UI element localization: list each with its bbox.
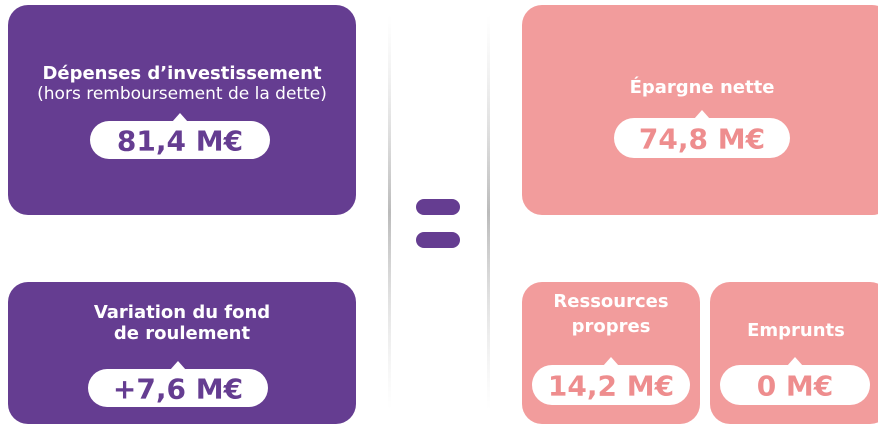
investment-subtitle: (hors remboursement de la dette) [37,84,327,104]
net-savings-title: Épargne nette [630,76,775,98]
net-savings-box [522,5,878,215]
equals-bar [416,232,460,248]
own-resources-title: propres [572,316,651,337]
working-capital-amount: +7,6 M€ [113,373,243,406]
investment-box [8,5,356,215]
own-resources-amount: 14,2 M€ [548,370,674,403]
equals-bar [416,199,460,215]
badge-notch [694,110,710,119]
own-resources-title: Ressources [553,291,668,312]
loans-title: Emprunts [747,320,845,341]
badge-notch [787,357,803,366]
badge-notch [603,357,619,366]
working-capital-title: de roulement [114,323,251,344]
net-savings-amount: 74,8 M€ [639,123,765,156]
investment-badge [90,121,270,159]
loans-badge [720,365,870,405]
working-capital-badge [88,369,268,407]
net-savings-badge [614,118,790,158]
own-resources-badge [532,365,690,405]
working-capital-title: Variation du fond [94,302,270,323]
badge-notch [172,113,188,122]
separator [487,15,490,410]
loans-amount: 0 M€ [757,370,834,403]
investment-amount: 81,4 M€ [117,125,243,158]
investment-title: Dépenses d’investissement [42,63,322,84]
separator [388,15,391,410]
badge-notch [170,361,186,370]
